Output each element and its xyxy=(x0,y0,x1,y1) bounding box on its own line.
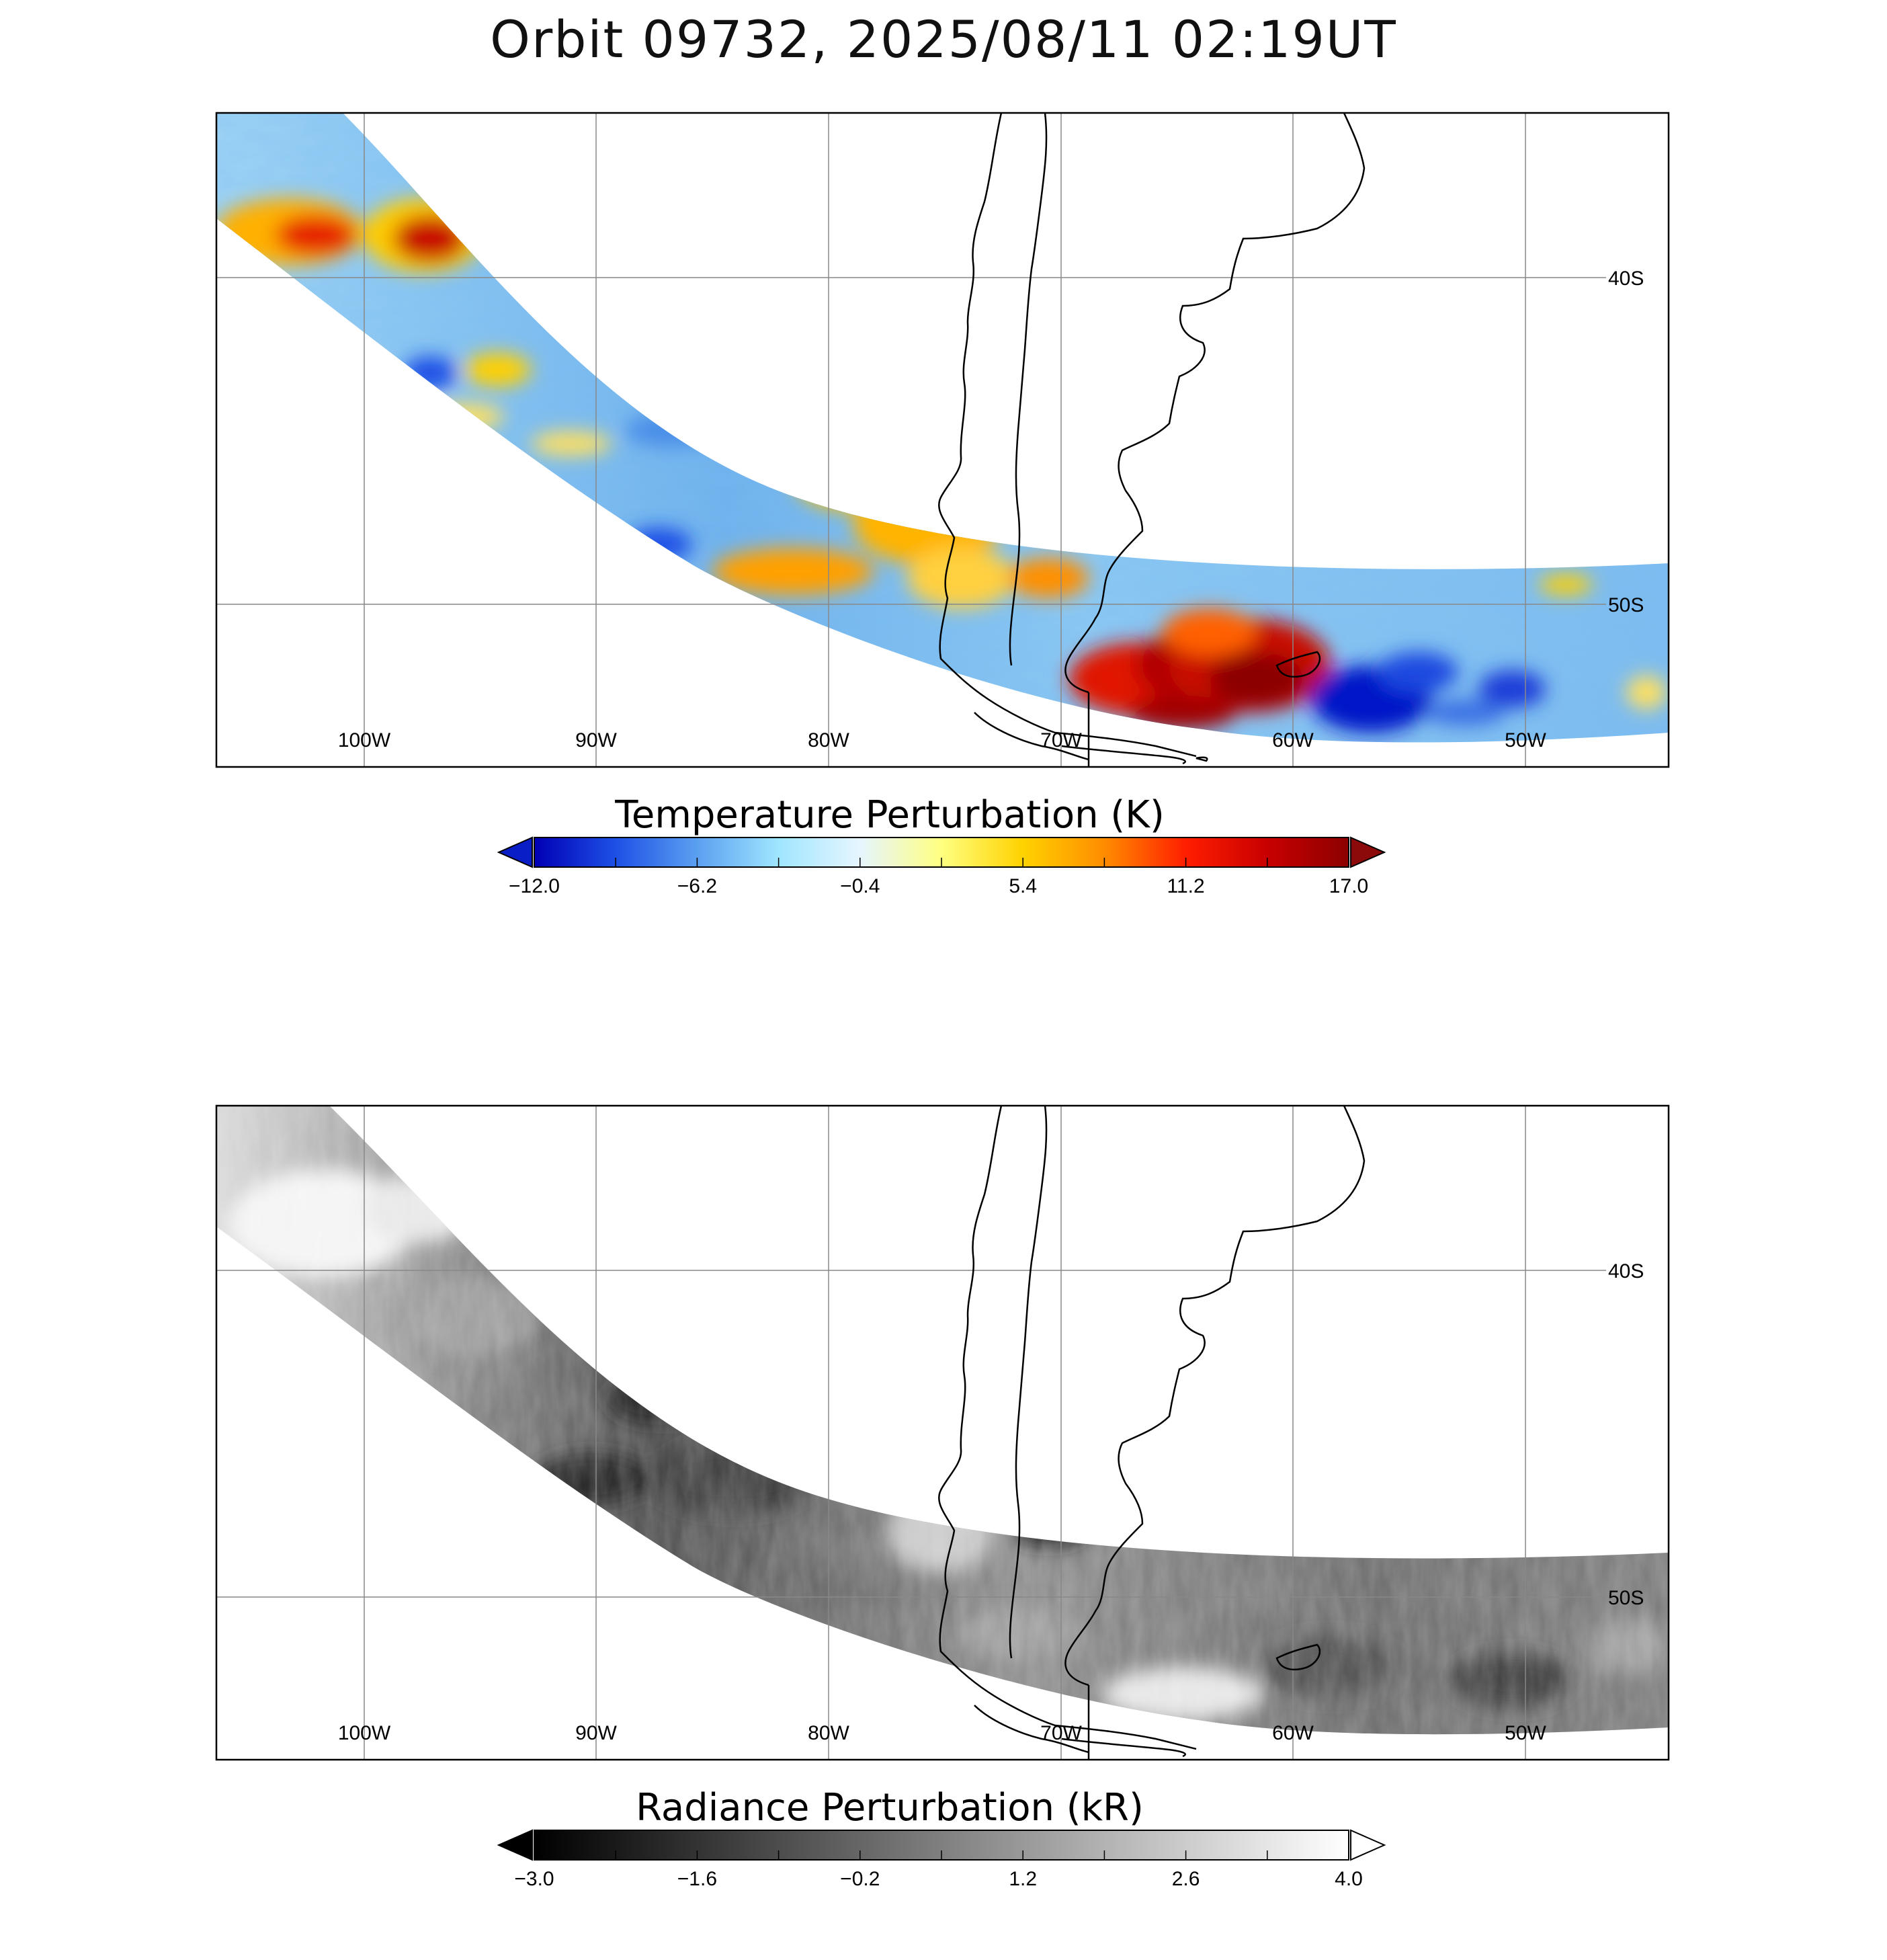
lon-label: 100W xyxy=(338,729,391,751)
colorbar-tick-label: −0.4 xyxy=(840,875,880,897)
colorbar-tick-label: −3.0 xyxy=(514,1868,554,1890)
lon-label: 50W xyxy=(1505,729,1546,751)
lat-label: 40S xyxy=(1608,268,1644,290)
lon-label: 60W xyxy=(1272,1722,1314,1744)
lat-label: 50S xyxy=(1608,1587,1644,1609)
colorbar-tick-label: 1.2 xyxy=(1009,1868,1037,1890)
radiance-under-arrow xyxy=(497,1829,533,1861)
coastline-panel2 xyxy=(938,1105,1366,1760)
panel1-lon-labels: 100W 90W 80W 70W 60W 50W xyxy=(338,729,1547,751)
radiance-colorbar: Radiance Perturbation (kR) −3.0 −1.6 −0.2 1… xyxy=(497,1786,1386,1890)
colorbar-tick-label: 5.4 xyxy=(1009,875,1037,897)
radiance-over-arrow xyxy=(1350,1829,1386,1861)
radiance-colorbar-title: Radiance Perturbation (kR) xyxy=(636,1786,1144,1830)
panel2-frame xyxy=(215,1104,1670,1761)
lon-label: 90W xyxy=(575,729,617,751)
radiance-colorbar-ticks: −3.0 −1.6 −0.2 1.2 2.6 4.0 xyxy=(514,1850,1363,1890)
lon-label: 70W xyxy=(1040,1722,1082,1744)
lon-label: 100W xyxy=(338,1722,391,1744)
colorbar-tick-label: 4.0 xyxy=(1335,1868,1363,1890)
lon-label: 90W xyxy=(575,1722,617,1744)
panel1-frame xyxy=(215,112,1670,768)
colorbar-tick-label: −6.2 xyxy=(677,875,717,897)
lat-label: 50S xyxy=(1608,594,1644,616)
lon-label: 70W xyxy=(1040,729,1082,751)
coastline-panel1 xyxy=(938,112,1366,767)
panel2-lat-labels: 40S 50S xyxy=(1608,1260,1644,1609)
temperature-colorbar-ticks: −12.0 −6.2 −0.4 5.4 11.2 17.0 xyxy=(509,858,1368,897)
lon-label: 80W xyxy=(808,1722,849,1744)
temperature-over-arrow xyxy=(1350,836,1386,868)
temperature-under-arrow xyxy=(497,836,533,868)
lon-label: 50W xyxy=(1505,1722,1546,1744)
temperature-colorbar: Temperature Perturbation (K) −12.0 −6.2 −0… xyxy=(497,793,1386,897)
colorbar-tick-label: −12.0 xyxy=(509,875,560,897)
panel2-lon-labels: 100W 90W 80W 70W 60W 50W xyxy=(338,1722,1547,1744)
temperature-map-panel: 100W 90W 80W 70W 60W 50W 40S 50S xyxy=(215,112,1670,768)
lat-label: 40S xyxy=(1608,1260,1644,1282)
colorbar-tick-label: 11.2 xyxy=(1167,875,1205,897)
panel1-lat-labels: 40S 50S xyxy=(1608,268,1644,616)
colorbar-tick-label: 17.0 xyxy=(1329,875,1368,897)
figure-title: Orbit 09732, 2025/08/11 02:19UT xyxy=(490,9,1397,69)
lon-label: 60W xyxy=(1272,729,1314,751)
temperature-colorbar-bar xyxy=(534,837,1349,868)
radiance-map-panel: 100W 90W 80W 70W 60W 50W 40S 50S xyxy=(215,1104,1670,1761)
lon-label: 80W xyxy=(808,729,849,751)
colorbar-tick-label: 2.6 xyxy=(1172,1868,1200,1890)
graticule-panel2 xyxy=(216,1106,1606,1760)
colorbar-tick-label: −0.2 xyxy=(840,1868,880,1890)
colorbar-tick-label: −1.6 xyxy=(677,1868,717,1890)
graticule-panel1 xyxy=(216,113,1606,767)
temperature-colorbar-title: Temperature Perturbation (K) xyxy=(614,793,1165,837)
